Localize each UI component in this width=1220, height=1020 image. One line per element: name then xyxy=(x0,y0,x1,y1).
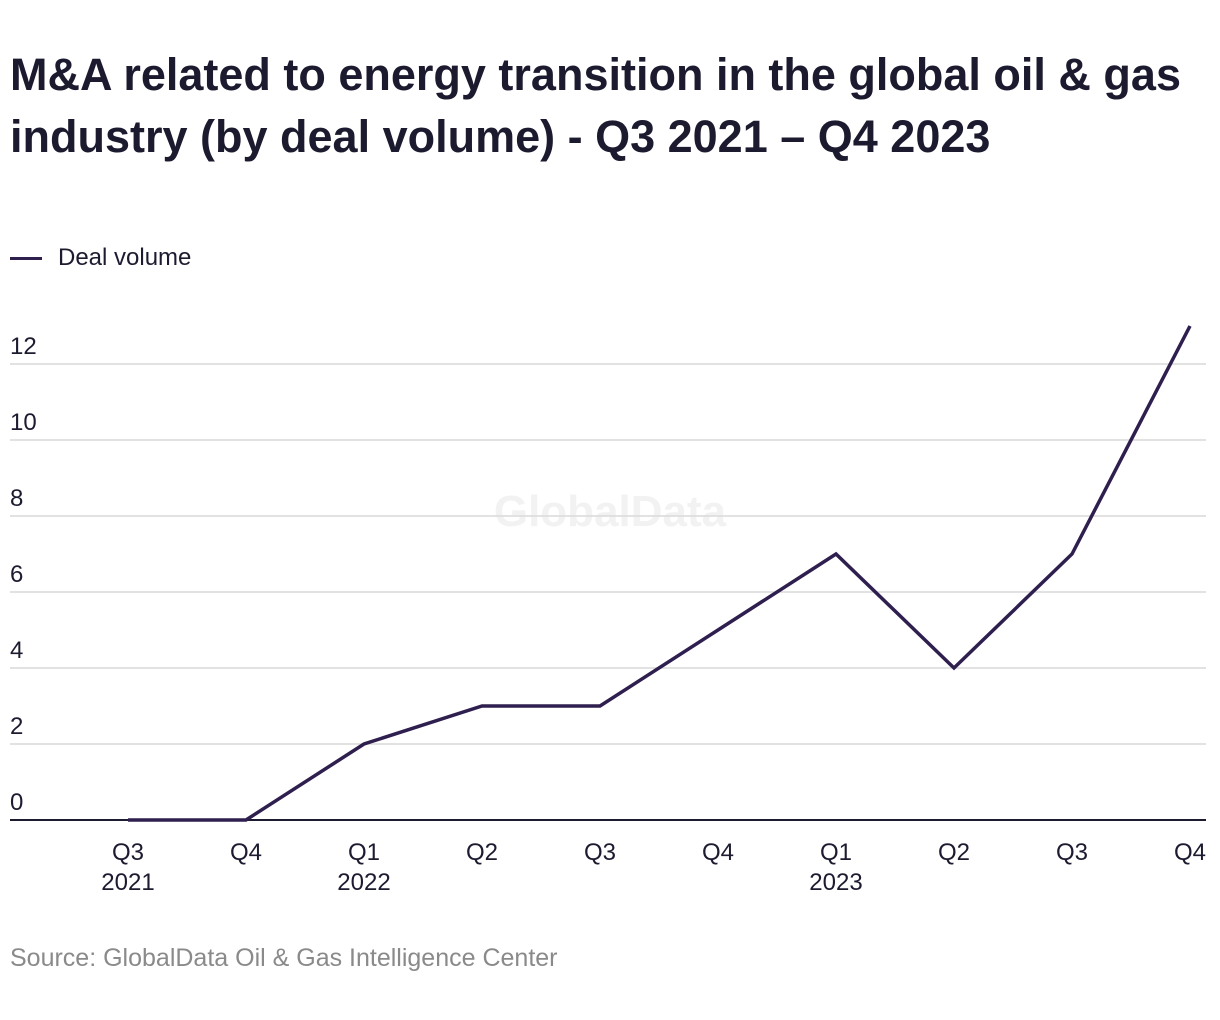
watermark: GlobalData xyxy=(494,487,727,536)
x-tick-label: Q3 2021 xyxy=(101,839,154,896)
y-tick-label: 0 xyxy=(10,789,23,816)
legend-label: Deal volume xyxy=(58,244,192,271)
series-line-deal-volume xyxy=(128,325,1192,822)
x-tick-label-line: Q3 xyxy=(1056,839,1088,866)
y-tick-label: 2 xyxy=(10,713,23,740)
x-tick-label-line: Q4 xyxy=(230,839,262,866)
x-tick-label-line: Q3 xyxy=(112,839,144,866)
x-tick-label: Q4 xyxy=(230,839,262,866)
y-tick-label: 12 xyxy=(10,333,37,360)
chart-title: M&A related to energy transition in the … xyxy=(10,49,1181,162)
x-tick-label: Q1 2022 xyxy=(337,839,390,896)
x-tick-label: Q2 xyxy=(938,839,970,866)
x-tick-label: Q2 xyxy=(466,839,498,866)
legend: Deal volume xyxy=(10,240,191,276)
x-tick-label: Q4 xyxy=(1174,839,1206,866)
y-tick-label: 4 xyxy=(10,637,23,664)
x-tick-label-line: Q3 xyxy=(584,839,616,866)
x-tick-label: Q1 2023 xyxy=(809,839,862,896)
x-tick-label-line: Q2 xyxy=(466,839,498,866)
x-tick-label-line: 2022 xyxy=(337,869,390,896)
y-tick-label: 10 xyxy=(10,409,37,436)
x-tick-label-line: 2023 xyxy=(809,869,862,896)
x-tick-label-line: 2021 xyxy=(101,869,154,896)
x-tick-label-line: Q1 xyxy=(820,839,852,866)
x-tick-label-line: Q4 xyxy=(702,839,734,866)
x-tick-label: Q3 xyxy=(584,839,616,866)
x-tick-label-line: Q2 xyxy=(938,839,970,866)
y-tick-label: 6 xyxy=(10,561,23,588)
y-tick-label: 8 xyxy=(10,485,23,512)
x-tick-label: Q4 xyxy=(702,839,734,866)
x-tick-label-line: Q4 xyxy=(1174,839,1206,866)
x-tick-label-line: Q1 xyxy=(348,839,380,866)
source-note: Source: GlobalData Oil & Gas Intelligenc… xyxy=(10,944,558,972)
x-tick-label: Q3 xyxy=(1056,839,1088,866)
legend-swatch xyxy=(10,256,42,260)
